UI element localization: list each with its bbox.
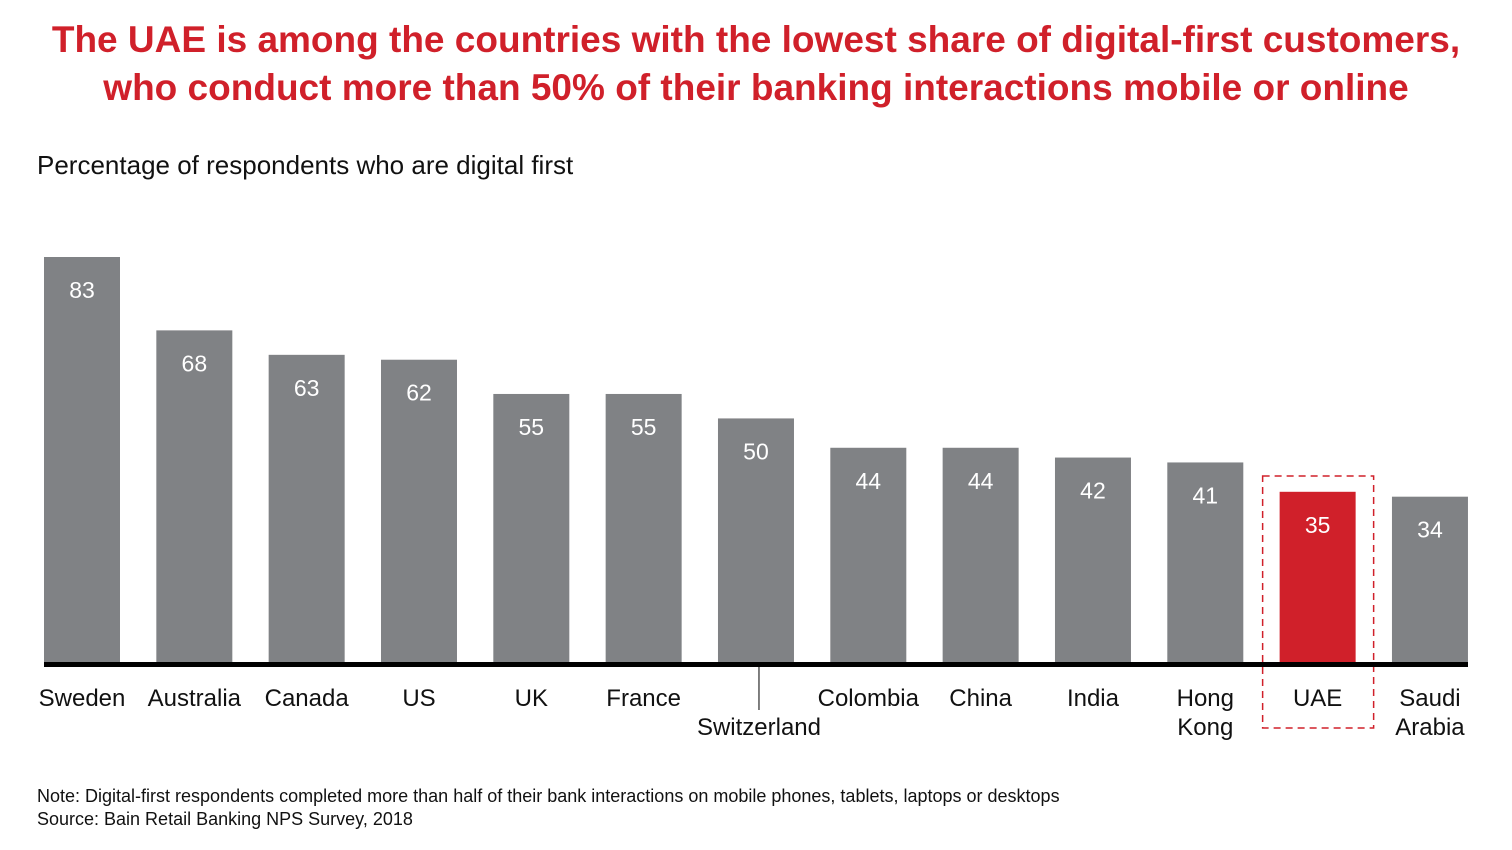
chart-title: The UAE is among the countries with the … xyxy=(0,16,1512,112)
bar-uae xyxy=(1279,491,1356,663)
x-tick-label: China xyxy=(949,685,1012,712)
x-axis-line xyxy=(44,662,1468,667)
x-tick-label: Sweden xyxy=(39,685,126,712)
bar-france xyxy=(605,393,682,663)
highlight-box xyxy=(1261,475,1375,729)
x-tick-label: UAE xyxy=(1293,685,1342,712)
bar-australia xyxy=(156,330,233,663)
bar-uk xyxy=(493,393,570,663)
x-tick-label: Australia xyxy=(148,685,242,712)
bar-saudi-arabia xyxy=(1391,496,1468,663)
value-label: 55 xyxy=(631,414,657,440)
value-label: 34 xyxy=(1417,517,1443,543)
x-tick-label: Switzerland xyxy=(697,714,821,741)
bar-us xyxy=(380,359,457,663)
bar-india xyxy=(1054,457,1131,663)
value-label: 83 xyxy=(69,277,95,303)
source: Source: Bain Retail Banking NPS Survey, … xyxy=(37,809,413,829)
title-line-1: The UAE is among the countries with the … xyxy=(51,19,1461,60)
y-axis-label: Percentage of respondents who are digita… xyxy=(37,150,574,180)
value-label: 44 xyxy=(968,468,994,494)
bar-hong-kong xyxy=(1167,462,1244,663)
x-tick-label: UK xyxy=(515,685,548,712)
bar-sweden xyxy=(44,257,120,663)
value-label: 63 xyxy=(294,375,320,401)
footnotes: Note: Digital-first respondents complete… xyxy=(37,785,1060,831)
bar-china xyxy=(942,447,1019,663)
note: Note: Digital-first respondents complete… xyxy=(37,786,1060,806)
value-label: 41 xyxy=(1193,482,1219,508)
x-tick-label: France xyxy=(606,685,681,712)
title-line-2: who conduct more than 50% of their banki… xyxy=(103,67,1409,108)
value-label: 35 xyxy=(1305,512,1331,538)
bar-switzerland xyxy=(717,418,794,663)
value-label: 62 xyxy=(406,380,432,406)
x-tick-label: Canada xyxy=(265,685,350,712)
x-tick-label: India xyxy=(1067,685,1120,712)
value-label: 55 xyxy=(519,414,545,440)
x-tick-label: US xyxy=(402,685,435,712)
x-tick-label: Colombia xyxy=(818,685,920,712)
value-label: 44 xyxy=(856,468,882,494)
x-tick-label: Kong xyxy=(1177,714,1233,741)
value-label: 42 xyxy=(1080,478,1106,504)
bar-colombia xyxy=(830,447,907,663)
bar-canada xyxy=(268,354,345,663)
x-tick-label: Hong xyxy=(1177,685,1234,712)
value-label: 50 xyxy=(743,438,769,464)
x-tick-label: Arabia xyxy=(1395,714,1465,741)
value-label: 68 xyxy=(182,350,208,376)
x-tick-label: Saudi xyxy=(1399,685,1460,712)
